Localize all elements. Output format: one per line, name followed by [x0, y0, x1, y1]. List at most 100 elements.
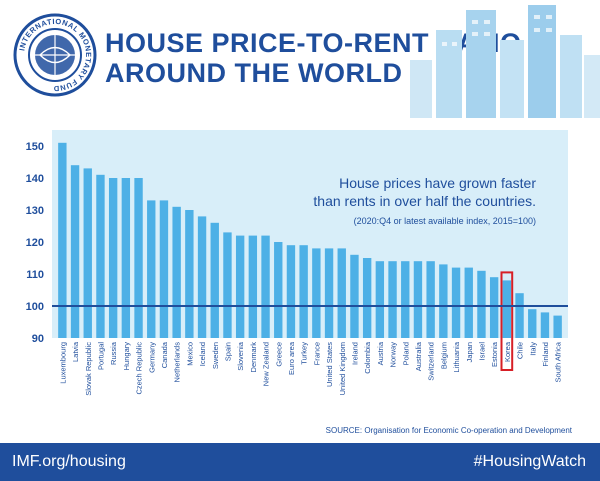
x-tick-label: Portugal [96, 342, 105, 370]
y-tick-label: 100 [26, 301, 44, 313]
x-tick-label: Canada [160, 341, 169, 368]
x-tick-label: Switzerland [427, 342, 436, 381]
y-tick-label: 120 [26, 237, 44, 249]
x-tick-label: Italy [528, 342, 537, 356]
x-tick-label: Turkey [300, 342, 309, 365]
bar-chart: 90 100 110 120 130 140 150 Luxembourg Latvia Slo… [26, 130, 568, 396]
bar [337, 248, 346, 338]
bar [147, 200, 156, 338]
x-tick-label: Greece [274, 342, 283, 367]
x-tick-label: Mexico [185, 342, 194, 366]
bar [439, 264, 448, 338]
annotation-note: (2020:Q4 or latest available index, 2015… [354, 216, 536, 226]
x-tick-label: Euro area [287, 341, 296, 375]
bar [489, 277, 499, 338]
bar [235, 235, 245, 338]
x-tick-label: Russia [109, 341, 118, 365]
bar [553, 315, 562, 338]
bar [96, 174, 105, 338]
bar [185, 210, 194, 338]
x-tick-label: United Kingdom [338, 342, 347, 395]
x-tick-label: Latvia [71, 341, 80, 362]
bar [540, 312, 550, 338]
x-tick-label: Sweden [211, 342, 220, 369]
x-tick-label: Korea [503, 341, 512, 362]
bar [223, 232, 232, 338]
bar [324, 248, 334, 338]
x-tick-label: Lithuania [452, 341, 461, 372]
x-tick-label: Poland [401, 342, 410, 365]
bar [401, 261, 410, 338]
bar [274, 242, 283, 338]
bar [362, 258, 372, 338]
x-tick-label: United States [325, 342, 334, 387]
bar [83, 168, 92, 338]
x-tick-label: Denmark [249, 342, 258, 373]
x-tick-label: Australia [414, 341, 423, 371]
imf-logo-icon: INTERNATIONAL MONETARY FUND [13, 13, 97, 97]
bar [528, 309, 537, 338]
bar [388, 261, 397, 338]
city-skyline-illustration [410, 5, 600, 118]
x-tick-label: Chile [516, 342, 525, 359]
bar [248, 235, 258, 338]
x-tick-label: Colombia [363, 341, 372, 374]
x-tick-label: Ireland [350, 342, 359, 365]
x-tick-label: Hungary [122, 342, 131, 371]
x-tick-label: South Africa [554, 341, 563, 382]
x-tick-label: Israel [477, 342, 486, 361]
y-tick-label: 150 [26, 141, 44, 153]
bar [210, 222, 219, 338]
x-tick-label: Germany [147, 342, 156, 373]
x-tick-label: Finland [541, 342, 550, 367]
bar [159, 200, 169, 338]
x-tick-label: Norway [389, 342, 398, 368]
annotation-line-1: House prices have grown faster [339, 175, 536, 191]
x-tick-label: New Zealand [262, 342, 271, 386]
bar [426, 261, 435, 338]
bar [299, 245, 308, 338]
source-note: SOURCE: Organisation for Economic Co-ope… [325, 426, 572, 435]
footer-link[interactable]: IMF.org/housing [12, 453, 126, 470]
x-tick-label: France [312, 342, 321, 365]
x-tick-label: Spain [223, 342, 232, 361]
chart-area: 90 100 110 120 130 140 150 Luxembourg Latvia Slo… [0, 118, 600, 438]
bar [172, 206, 181, 338]
bar [134, 178, 143, 338]
x-tick-label: Luxembourg [58, 342, 67, 384]
x-tick-label: Netherlands [173, 342, 182, 383]
bar [375, 261, 385, 338]
y-tick-label: 130 [26, 205, 44, 217]
x-tick-label: Austria [376, 341, 385, 365]
bar [70, 165, 80, 338]
header: INTERNATIONAL MONETARY FUND HOUSE PRICE-… [0, 0, 600, 118]
bar [58, 142, 67, 338]
bar [121, 178, 131, 338]
footer-bar: IMF.org/housing #HousingWatch [0, 443, 600, 481]
x-tick-label: Slovenia [236, 341, 245, 371]
x-tick-label: Czech Republic [135, 342, 144, 395]
bar [350, 254, 359, 338]
x-tick-label: Estonia [490, 341, 499, 367]
bar [515, 293, 524, 338]
x-tick-label: Iceland [198, 342, 207, 366]
annotation-line-2: than rents in over half the countries. [313, 193, 536, 209]
bar [286, 245, 296, 338]
x-tick-label: Japan [465, 342, 474, 362]
highlight-box-korea [500, 271, 514, 371]
y-tick-label: 110 [26, 269, 44, 281]
footer-hashtag: #HousingWatch [473, 453, 586, 470]
bar [502, 280, 512, 338]
bar [413, 261, 423, 338]
bar [451, 267, 461, 338]
x-tick-label: Belgium [439, 342, 448, 369]
x-tick-label: Slovak Republic [84, 342, 93, 396]
bar [261, 235, 270, 338]
bar [477, 270, 486, 338]
y-tick-label: 90 [32, 333, 44, 345]
bar [197, 216, 207, 338]
bar [464, 267, 473, 338]
y-tick-label: 140 [26, 173, 44, 185]
bar [312, 248, 321, 338]
title-line-2: AROUND THE WORLD [105, 58, 403, 88]
